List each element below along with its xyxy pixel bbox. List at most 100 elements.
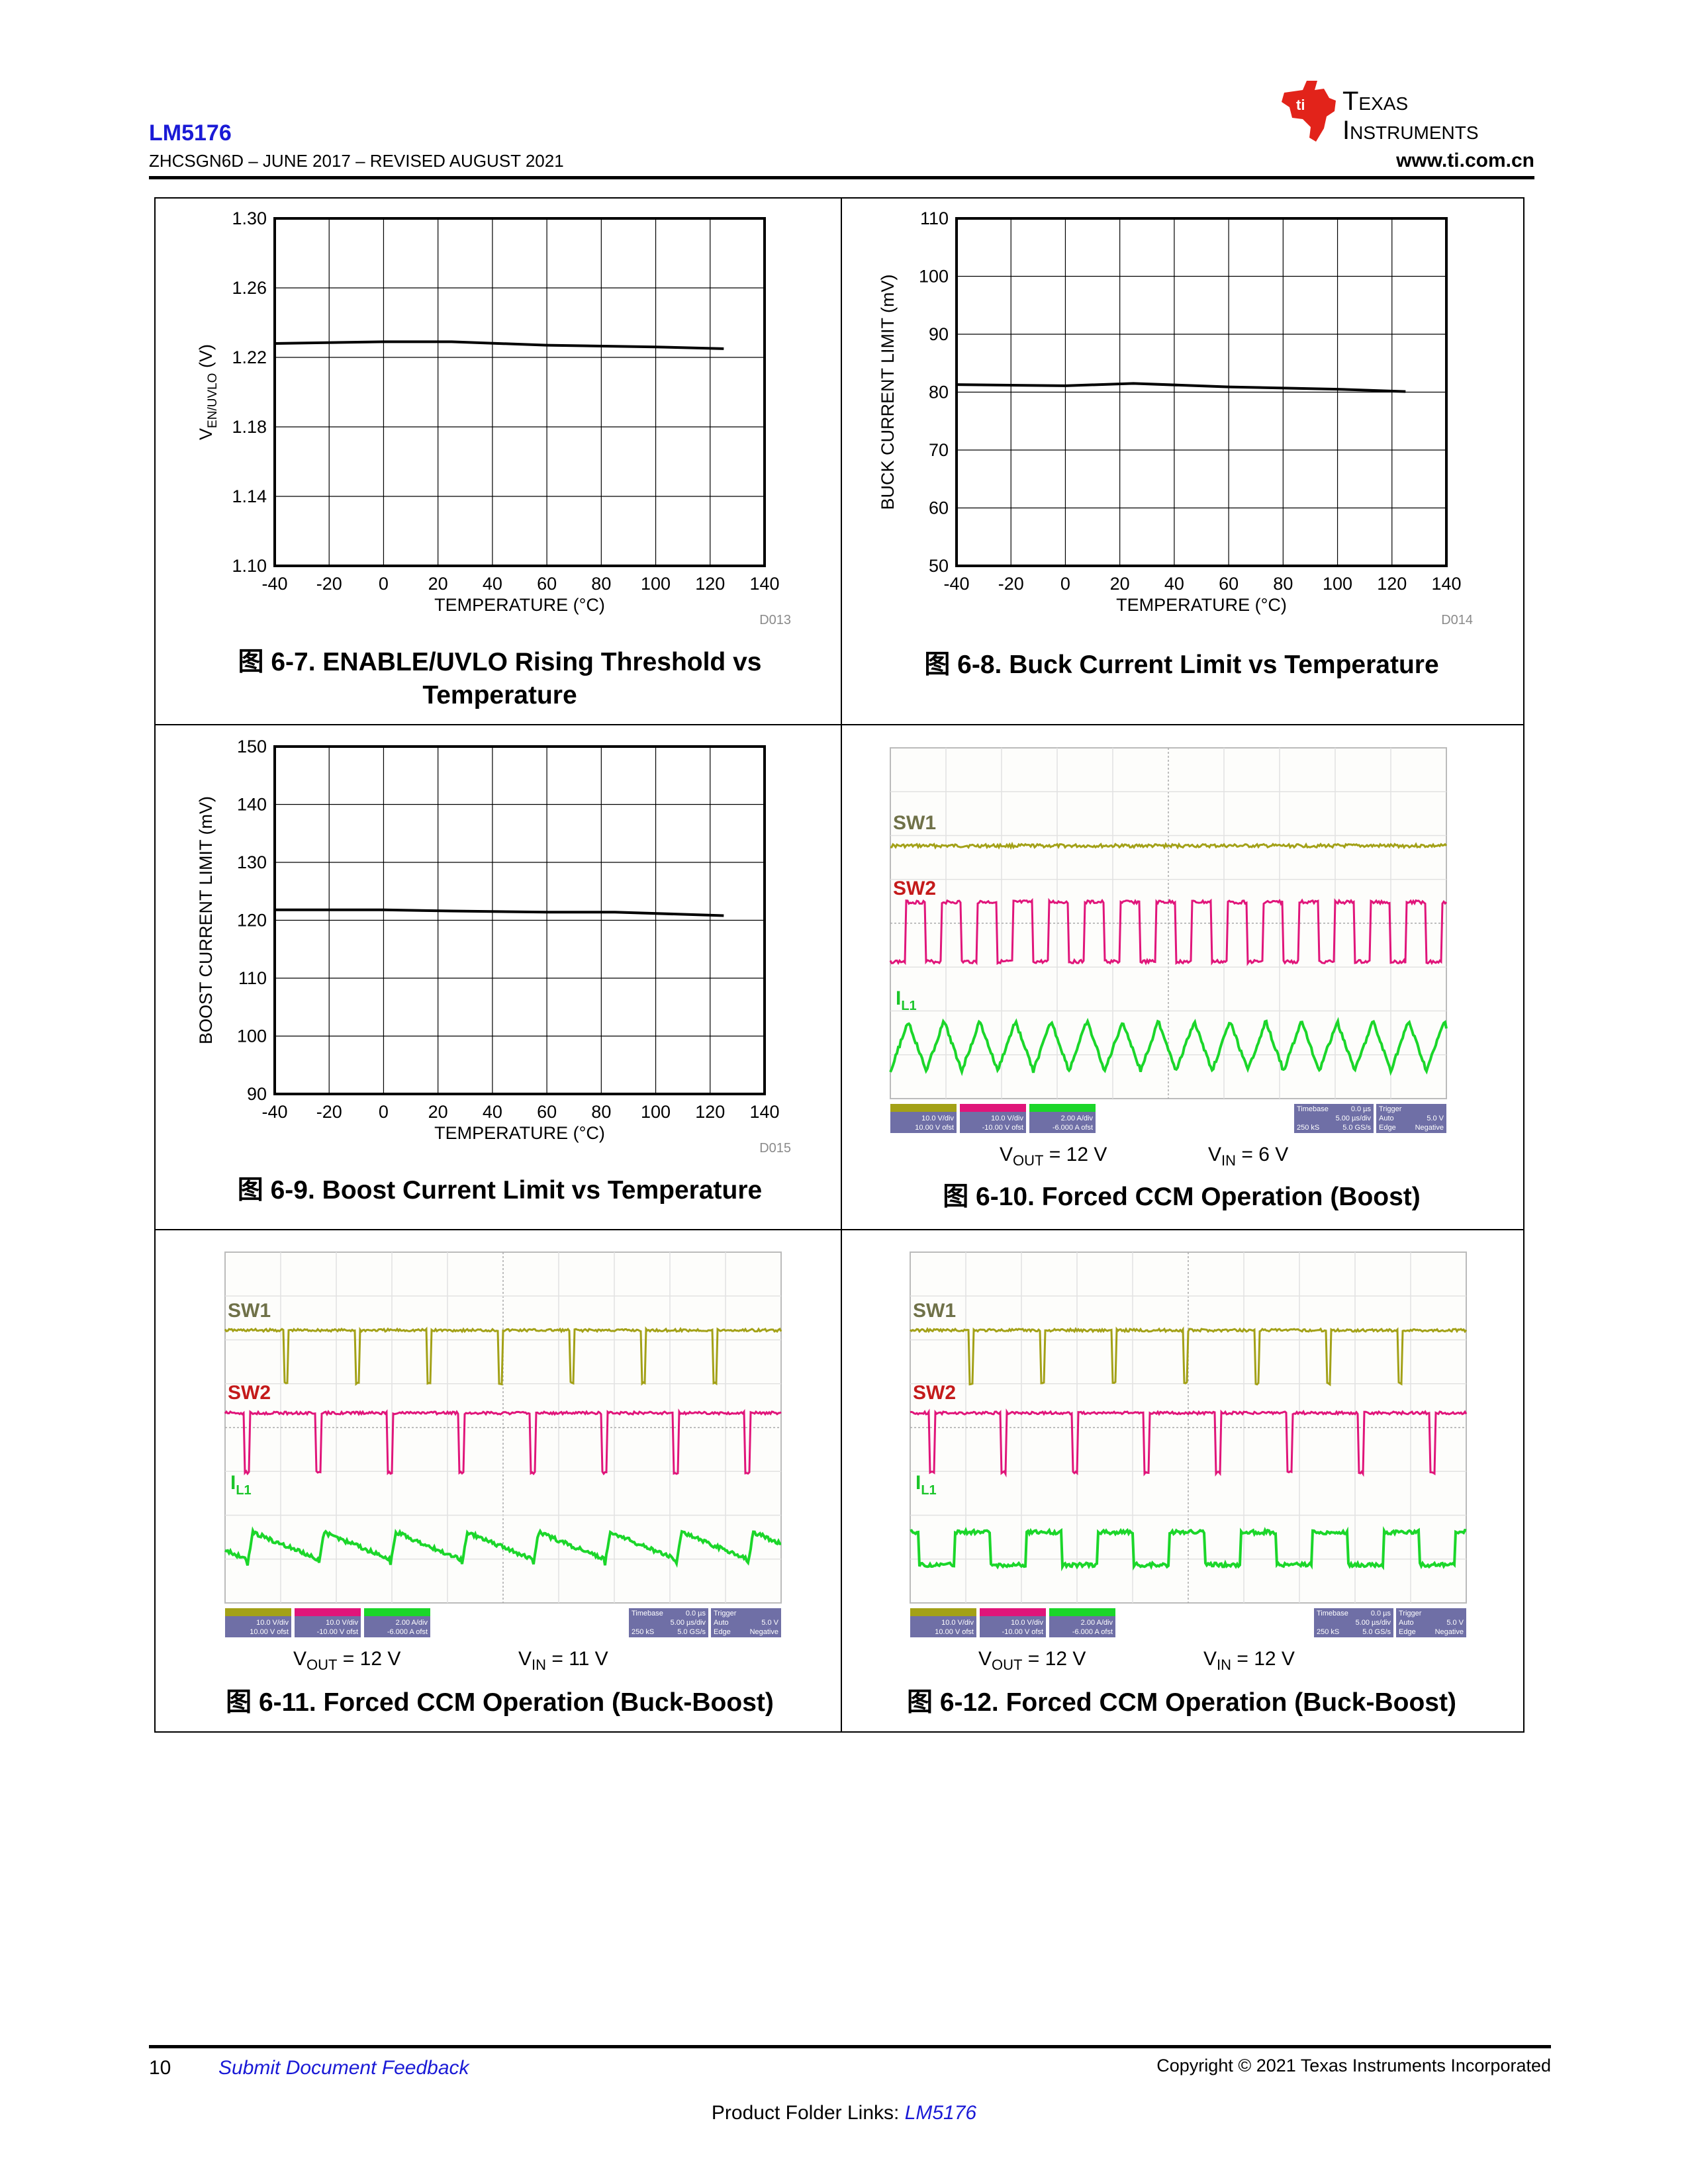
- x-tick-label: 140: [749, 1102, 779, 1122]
- x-tick-label: 40: [483, 574, 502, 594]
- chart-boost-current-limit: -40 -20 0 20 40 60 80 100 120 140 90 100 110 120 130 14…: [196, 737, 791, 1156]
- x-tick-label: 20: [1110, 574, 1130, 594]
- y-tick-label: 140: [237, 795, 267, 815]
- vin-note: VIN = 6 V: [1208, 1144, 1289, 1169]
- timebase-scale: 5.00 µs/div: [1336, 1115, 1372, 1122]
- plot-frame: [955, 217, 1448, 567]
- page-number: 10: [149, 2057, 171, 2079]
- x-tick-label: 120: [695, 1102, 725, 1122]
- y-tick-label: 1.14: [232, 486, 267, 506]
- figure-6-9-caption: 图 6-9. Boost Current Limit vs Temperatur…: [237, 1176, 763, 1205]
- y-tick-label: 1.30: [232, 208, 267, 228]
- figure-6-11-caption: 图 6-11. Forced CCM Operation (Buck-Boost…: [226, 1688, 774, 1717]
- trigger-label: Trigger: [1379, 1105, 1402, 1113]
- timebase-rate: 5.0 GS/s: [677, 1628, 706, 1636]
- trigger-type: Edge: [1379, 1124, 1396, 1132]
- timebase-delay: 0.0 µs: [1351, 1105, 1372, 1113]
- grid-divider-row2: [156, 1229, 1523, 1230]
- x-tick-label: 0: [379, 574, 389, 594]
- ti-logo-icon: [1282, 81, 1336, 142]
- trigger-slope: Negative: [1415, 1124, 1444, 1132]
- trigger-slope: Negative: [1435, 1628, 1464, 1636]
- figure-6-10-caption: 图 6-10. Forced CCM Operation (Boost): [943, 1183, 1421, 1211]
- x-tick-label: 80: [1273, 574, 1293, 594]
- ch2-readout-swatch: [960, 1104, 1026, 1112]
- timebase-label: Timebase: [1297, 1105, 1329, 1113]
- trigger-box: [1396, 1608, 1466, 1637]
- x-tick-label: -40: [261, 574, 287, 594]
- ch1-readout-swatch: [225, 1608, 291, 1616]
- trigger-label: Trigger: [714, 1610, 737, 1617]
- x-tick-label: 140: [1431, 574, 1461, 594]
- ch2-readout: -10.00 V ofst: [1002, 1628, 1043, 1636]
- ch2-readout: -10.00 V ofst: [982, 1124, 1023, 1132]
- timebase-rate: 5.0 GS/s: [1342, 1124, 1371, 1132]
- y-tick-label: 50: [929, 556, 949, 576]
- trigger-mode: Auto: [714, 1619, 729, 1627]
- y-tick-label: 100: [919, 267, 949, 287]
- ch2-readout: 10.0 V/div: [326, 1619, 358, 1627]
- x-tick-label: -20: [998, 574, 1024, 594]
- figure-6-12-caption: 图 6-12. Forced CCM Operation (Buck-Boost…: [907, 1688, 1456, 1717]
- ch1-readout: 10.00 V ofst: [915, 1124, 954, 1132]
- vout-note: VOUT = 12 V: [978, 1648, 1086, 1673]
- y-axis-label: VEN/UVLO (V): [196, 344, 220, 440]
- ch4-readout: -6.000 A ofst: [1053, 1124, 1093, 1132]
- ch1-readout: 10.00 V ofst: [935, 1628, 974, 1636]
- x-tick-label: -40: [943, 574, 969, 594]
- x-tick-label: 60: [537, 574, 557, 594]
- trace-sw2: [889, 897, 1448, 966]
- x-tick-label: 80: [591, 1102, 611, 1122]
- figure-ref: D015: [759, 1141, 791, 1156]
- timebase-box: [1314, 1608, 1393, 1637]
- copyright: Copyright © 2021 Texas Instruments Incor…: [1156, 2056, 1551, 2075]
- x-tick-label: -40: [261, 1102, 287, 1122]
- x-tick-label: 120: [1377, 574, 1407, 594]
- submit-feedback-link[interactable]: Submit Document Feedback: [218, 2057, 469, 2079]
- ch2-readout: 10.0 V/div: [991, 1115, 1023, 1122]
- plot-frame: [273, 745, 766, 1095]
- figure-6-7-caption: 图 6-7. ENABLE/UVLO Rising Threshold vs T…: [169, 646, 831, 712]
- y-tick-label: 130: [237, 852, 267, 872]
- y-tick-label: 90: [929, 324, 949, 344]
- series-line: [274, 340, 724, 350]
- ch1-readout-swatch: [890, 1104, 957, 1112]
- timebase-label: Timebase: [1317, 1610, 1348, 1617]
- trigger-label: Trigger: [1399, 1610, 1422, 1617]
- timebase-delay: 0.0 µs: [1371, 1610, 1391, 1617]
- vout-note: VOUT = 12 V: [293, 1648, 401, 1673]
- timebase-box: [1294, 1104, 1374, 1133]
- x-axis-label: TEMPERATURE (°C): [1116, 595, 1287, 615]
- timebase-scale: 5.00 µs/div: [1356, 1619, 1391, 1627]
- ch1-readout-swatch: [910, 1608, 976, 1616]
- logo-text-texas: Texas: [1342, 87, 1408, 116]
- trace-sw1: [890, 841, 1448, 850]
- x-tick-label: 80: [591, 574, 611, 594]
- trigger-level: 5.0 V: [1427, 1115, 1444, 1122]
- trace-il1: [910, 1525, 1467, 1572]
- product-folder-link[interactable]: LM5176: [904, 2102, 977, 2124]
- y-tick-label: 150: [237, 737, 267, 756]
- ch1-readout: 10.0 V/div: [921, 1115, 954, 1122]
- timebase-rate: 5.0 GS/s: [1362, 1628, 1391, 1636]
- trigger-mode: Auto: [1399, 1619, 1414, 1627]
- y-tick-label: 80: [929, 383, 949, 402]
- x-tick-label: 20: [428, 1102, 448, 1122]
- trace-sw1: [910, 1326, 1468, 1387]
- footer-rule: [149, 2045, 1551, 2048]
- timebase-box: [629, 1608, 708, 1637]
- x-tick-label: 40: [1164, 574, 1184, 594]
- site-url[interactable]: www.ti.com.cn: [1396, 150, 1534, 171]
- scope-forced-ccm-boost: SW1 SW2 IL1 10.0 V/div 10.00 V ofst 10.0 V/di…: [889, 747, 1448, 1133]
- caption-line: 图 6-7. ENABLE/UVLO Rising Threshold vs: [238, 648, 762, 676]
- x-tick-label: -20: [316, 1102, 342, 1122]
- vin-note: VIN = 12 V: [1203, 1648, 1295, 1673]
- sw2-label: SW2: [913, 1382, 956, 1404]
- y-axis-label: BOOST CURRENT LIMIT (mV): [196, 796, 216, 1044]
- x-axis-label: TEMPERATURE (°C): [434, 1123, 605, 1143]
- ch4-readout: -6.000 A ofst: [387, 1628, 428, 1636]
- trigger-type: Edge: [714, 1628, 731, 1636]
- series-line: [275, 908, 724, 917]
- sw1-label: SW1: [893, 812, 936, 834]
